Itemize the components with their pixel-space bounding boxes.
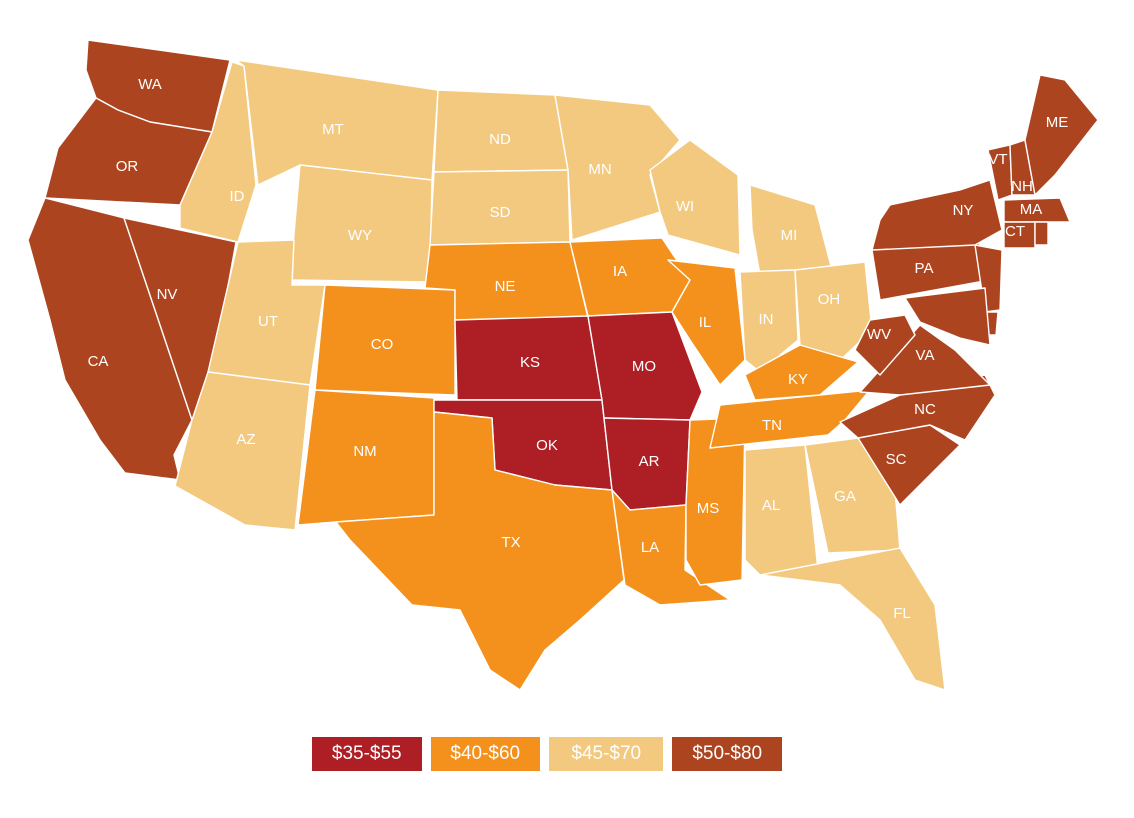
state-label-tx: TX [501, 534, 520, 551]
state-label-mi: MI [781, 227, 798, 244]
state-label-nc: NC [914, 401, 936, 418]
legend-item-45-70: $45-$70 [549, 737, 664, 771]
legend-item-50-80: $50-$80 [672, 737, 782, 771]
state-ri [1034, 221, 1049, 246]
state-label-ma: MA [1020, 201, 1043, 218]
state-label-id: ID [230, 188, 245, 205]
state-me [1024, 74, 1099, 196]
state-label-ut: UT [258, 313, 278, 330]
state-label-ct: CT [1005, 223, 1025, 240]
state-label-vt: VT [988, 151, 1007, 168]
state-label-ok: OK [536, 437, 558, 454]
state-label-nd: ND [489, 131, 511, 148]
state-ma [1003, 197, 1071, 223]
state-label-mt: MT [322, 121, 344, 138]
state-label-nm: NM [353, 443, 376, 460]
state-label-wy: WY [348, 227, 372, 244]
state-fl [759, 547, 946, 691]
state-label-ne: NE [495, 278, 516, 295]
state-label-il: IL [699, 314, 712, 331]
state-label-in: IN [759, 311, 774, 328]
state-label-sd: SD [490, 204, 511, 221]
state-co [314, 284, 456, 396]
state-label-ks: KS [520, 354, 540, 371]
us-map: WA OR CA NV ID MT WY UT AZ CO NM ND SD NE KS OK TX MN IA MO… [27, 39, 1099, 691]
state-ky [744, 344, 859, 401]
state-label-tn: TN [762, 417, 782, 434]
state-label-nv: NV [157, 286, 178, 303]
state-tx [335, 411, 625, 691]
legend-item-40-60: $40-$60 [430, 737, 540, 771]
legend: $35-$55 $40-$60 $45-$70 $50-$80 [312, 737, 782, 771]
state-wv [854, 314, 916, 376]
state-label-oh: OH [818, 291, 841, 308]
state-il [667, 259, 746, 386]
state-label-mn: MN [588, 161, 611, 178]
state-az [174, 371, 311, 531]
state-label-wa: WA [138, 76, 162, 93]
state-label-wv: WV [867, 326, 891, 343]
state-label-pa: PA [915, 260, 934, 277]
state-label-la: LA [641, 539, 659, 556]
state-label-al: AL [762, 497, 780, 514]
state-wi [649, 139, 741, 256]
state-tn [709, 389, 871, 449]
state-ny [871, 179, 1003, 251]
state-id [179, 61, 257, 243]
state-label-wi: WI [676, 198, 694, 215]
state-label-ny: NY [953, 202, 974, 219]
state-md [904, 287, 991, 346]
legend-item-35-55: $35-$55 [312, 737, 422, 771]
state-label-mo: MO [632, 358, 656, 375]
state-label-ga: GA [834, 488, 856, 505]
state-label-ca: CA [88, 353, 109, 370]
state-label-ia: IA [613, 263, 627, 280]
state-ct [1003, 221, 1036, 249]
state-wy [289, 164, 433, 283]
state-label-me: ME [1046, 114, 1069, 131]
state-ia [569, 237, 691, 317]
state-label-co: CO [371, 336, 394, 353]
state-label-ky: KY [788, 371, 808, 388]
state-la [611, 489, 731, 606]
state-label-ar: AR [639, 453, 660, 470]
state-label-fl: FL [893, 605, 911, 622]
state-label-az: AZ [236, 431, 255, 448]
state-label-ms: MS [697, 500, 720, 517]
state-al [744, 444, 819, 576]
state-label-or: OR [116, 158, 139, 175]
state-label-nh: NH [1011, 178, 1033, 195]
state-label-va: VA [916, 347, 935, 364]
state-oh [794, 261, 873, 371]
state-label-sc: SC [886, 451, 907, 468]
